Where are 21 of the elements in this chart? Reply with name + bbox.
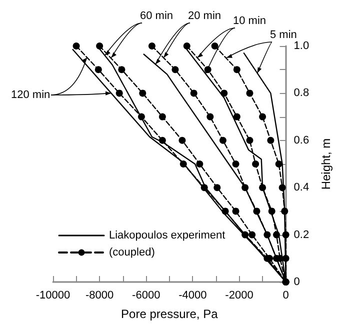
- x-tick-label: 0: [282, 290, 289, 302]
- y-tick-label: 0.4: [294, 182, 310, 194]
- x-axis-title: Pore pressure, Pa: [121, 307, 218, 321]
- x-tick-label: -6000: [132, 290, 160, 302]
- y-tick-label: 0.2: [294, 228, 310, 241]
- annotation: 20 min: [188, 10, 222, 22]
- legend-label: Liakopoulos experiment: [109, 230, 226, 242]
- y-tick-label: 0.8: [294, 87, 310, 100]
- x-tick-label: -10000: [36, 290, 70, 302]
- annotation: 120 min: [11, 89, 50, 101]
- x-tick-label: -8000: [85, 290, 114, 302]
- legend-label: (coupled): [109, 246, 155, 258]
- y-tick-label: 0.6: [294, 134, 310, 146]
- y-axis-title: Height, m: [319, 138, 333, 190]
- x-tick-label: -4000: [178, 290, 207, 302]
- annotation: 5 min: [270, 29, 297, 41]
- annotation: 10 min: [233, 15, 266, 27]
- y-tick-label: 0: [294, 276, 300, 288]
- x-tick-label: -2000: [225, 290, 254, 302]
- y-tick-label: 1.0: [294, 40, 310, 52]
- annotation: 60 min: [140, 10, 174, 22]
